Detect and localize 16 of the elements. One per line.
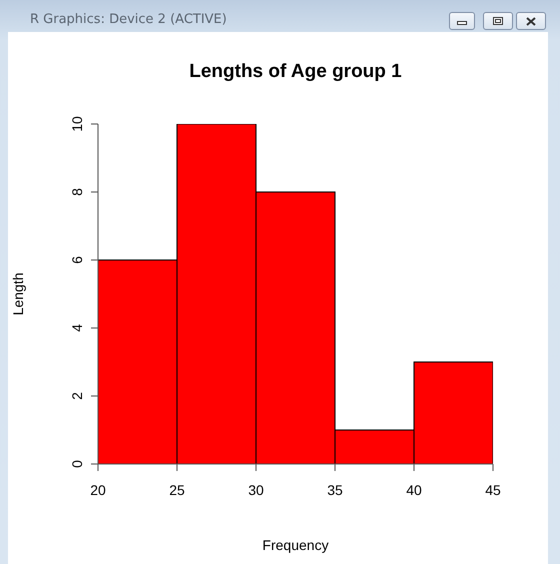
y-tick-label: 2 [69,392,85,400]
x-tick-label: 20 [90,482,106,498]
y-tick-label: 10 [69,116,85,132]
y-tick-label: 8 [69,188,85,196]
y-tick-label: 0 [69,460,85,468]
x-tick-label: 30 [248,482,264,498]
y-tick-label: 4 [69,324,85,332]
x-axis-title: Frequency [261,537,330,553]
chart-title: Lengths of Age group 1 [188,61,403,83]
y-tick-label: 6 [69,256,85,264]
x-tick-label: 25 [169,482,185,498]
x-tick-label: 35 [327,482,343,498]
y-axis-title: Length [9,272,27,316]
x-tick-label: 45 [485,482,501,498]
text: R Graphics: Device 2 (ACTIVE) [30,12,227,27]
x-tick-label: 40 [406,482,422,498]
